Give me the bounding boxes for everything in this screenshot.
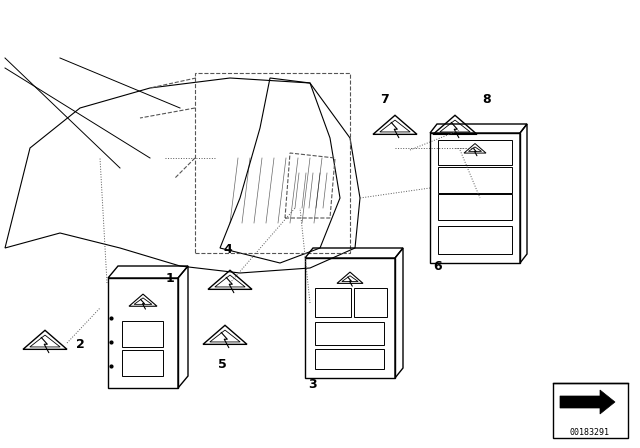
Text: 5: 5 — [218, 358, 227, 371]
Text: 6: 6 — [433, 260, 442, 273]
Text: 4: 4 — [223, 243, 232, 256]
Polygon shape — [560, 390, 615, 414]
Text: 00183291: 00183291 — [570, 427, 610, 436]
Text: 8: 8 — [482, 93, 491, 106]
Text: 2: 2 — [76, 338, 84, 351]
Text: 7: 7 — [380, 93, 388, 106]
Text: 3: 3 — [308, 378, 317, 391]
Text: 1: 1 — [166, 271, 174, 284]
